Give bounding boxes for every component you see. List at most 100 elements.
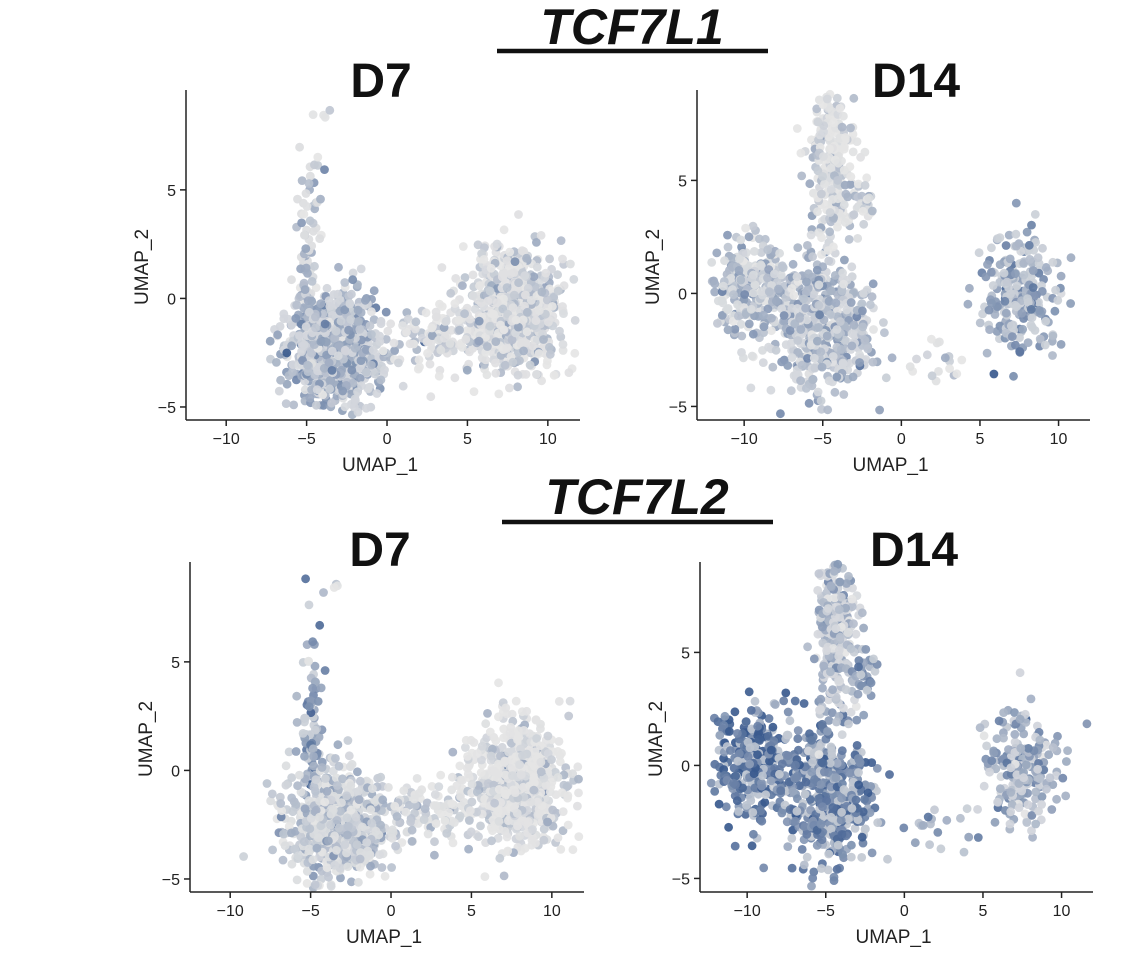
cell-point bbox=[797, 171, 807, 181]
cell-point bbox=[520, 843, 530, 853]
cell-point bbox=[912, 354, 921, 364]
cell-point bbox=[536, 231, 546, 240]
cell-point bbox=[311, 312, 320, 322]
cell-point bbox=[839, 200, 849, 210]
cell-point bbox=[522, 706, 532, 716]
cell-point bbox=[303, 269, 312, 278]
cell-point bbox=[1015, 347, 1025, 356]
cell-point bbox=[419, 815, 429, 824]
cell-point bbox=[720, 256, 729, 266]
cell-point bbox=[987, 298, 996, 308]
cell-point bbox=[300, 804, 310, 814]
cell-point bbox=[434, 371, 444, 381]
cell-point bbox=[337, 798, 346, 807]
cell-point bbox=[423, 348, 432, 358]
cell-point bbox=[465, 816, 474, 825]
cell-point bbox=[860, 147, 870, 157]
cell-point bbox=[712, 248, 722, 258]
cell-point bbox=[497, 272, 507, 282]
cell-point bbox=[828, 195, 837, 204]
cell-point bbox=[320, 165, 329, 175]
cell-point bbox=[398, 381, 408, 391]
cell-point bbox=[288, 807, 298, 817]
cell-point bbox=[468, 270, 478, 280]
cell-point bbox=[499, 225, 509, 235]
cell-point bbox=[868, 279, 878, 289]
cell-point bbox=[349, 402, 359, 412]
cell-point bbox=[500, 826, 510, 836]
cell-point bbox=[511, 696, 521, 706]
cell-point bbox=[340, 305, 350, 315]
cell-point bbox=[446, 288, 456, 298]
cell-point bbox=[813, 336, 822, 346]
cell-point bbox=[487, 836, 496, 846]
cell-point bbox=[573, 801, 582, 811]
cell-point bbox=[553, 286, 563, 296]
cell-point bbox=[377, 863, 387, 872]
cell-point bbox=[830, 387, 840, 397]
cell-point bbox=[519, 726, 529, 735]
cell-point bbox=[299, 209, 309, 219]
cell-point bbox=[853, 234, 863, 243]
cell-point bbox=[501, 703, 511, 713]
cell-point bbox=[305, 171, 315, 181]
cell-point bbox=[340, 840, 350, 849]
cell-point bbox=[312, 843, 322, 853]
cell-point bbox=[350, 343, 360, 353]
cell-point bbox=[301, 574, 310, 584]
cell-point bbox=[740, 290, 750, 299]
cell-point bbox=[768, 722, 778, 732]
cell-point bbox=[494, 817, 504, 826]
cell-point bbox=[1048, 331, 1058, 341]
cell-point bbox=[559, 309, 568, 318]
x-tick-label: 10 bbox=[543, 903, 561, 920]
cell-point bbox=[569, 275, 579, 284]
cell-point bbox=[514, 278, 523, 288]
cell-point bbox=[445, 339, 455, 348]
cell-point bbox=[528, 341, 538, 351]
cell-point bbox=[376, 319, 386, 329]
cell-point bbox=[510, 788, 520, 797]
cell-point bbox=[808, 375, 818, 384]
cell-point bbox=[813, 117, 823, 127]
cell-point bbox=[753, 721, 763, 731]
cell-point bbox=[801, 384, 811, 393]
cell-point bbox=[357, 381, 366, 391]
cell-point bbox=[543, 817, 552, 827]
cell-point bbox=[848, 372, 858, 382]
cell-point bbox=[322, 863, 332, 872]
cell-point bbox=[570, 348, 580, 358]
cell-point bbox=[332, 781, 342, 790]
cell-point bbox=[455, 811, 465, 821]
cell-point bbox=[304, 600, 314, 610]
cell-point bbox=[1012, 281, 1022, 291]
cell-point bbox=[500, 756, 510, 766]
cell-point bbox=[304, 307, 314, 317]
cell-point bbox=[474, 316, 484, 326]
cell-point bbox=[496, 320, 505, 330]
cell-point bbox=[988, 281, 998, 290]
cell-point bbox=[480, 872, 490, 881]
cell-point bbox=[365, 850, 375, 860]
cell-point bbox=[813, 387, 823, 397]
cell-point bbox=[299, 278, 309, 288]
x-tick-label: 5 bbox=[467, 903, 476, 920]
cell-point bbox=[506, 722, 516, 732]
cell-point bbox=[801, 303, 810, 313]
cell-point bbox=[390, 801, 400, 811]
cell-point bbox=[849, 320, 859, 330]
cell-point bbox=[386, 828, 396, 837]
cell-point bbox=[482, 370, 492, 380]
cell-point bbox=[287, 793, 297, 803]
cell-point bbox=[817, 233, 826, 243]
cell-point bbox=[348, 378, 358, 388]
cell-point bbox=[723, 242, 733, 252]
cell-point bbox=[314, 833, 323, 843]
cell-point bbox=[320, 797, 330, 807]
cell-point bbox=[375, 850, 384, 859]
cell-point bbox=[447, 325, 456, 335]
x-axis-title: UMAP_1 bbox=[852, 455, 928, 476]
cell-point bbox=[756, 260, 766, 270]
